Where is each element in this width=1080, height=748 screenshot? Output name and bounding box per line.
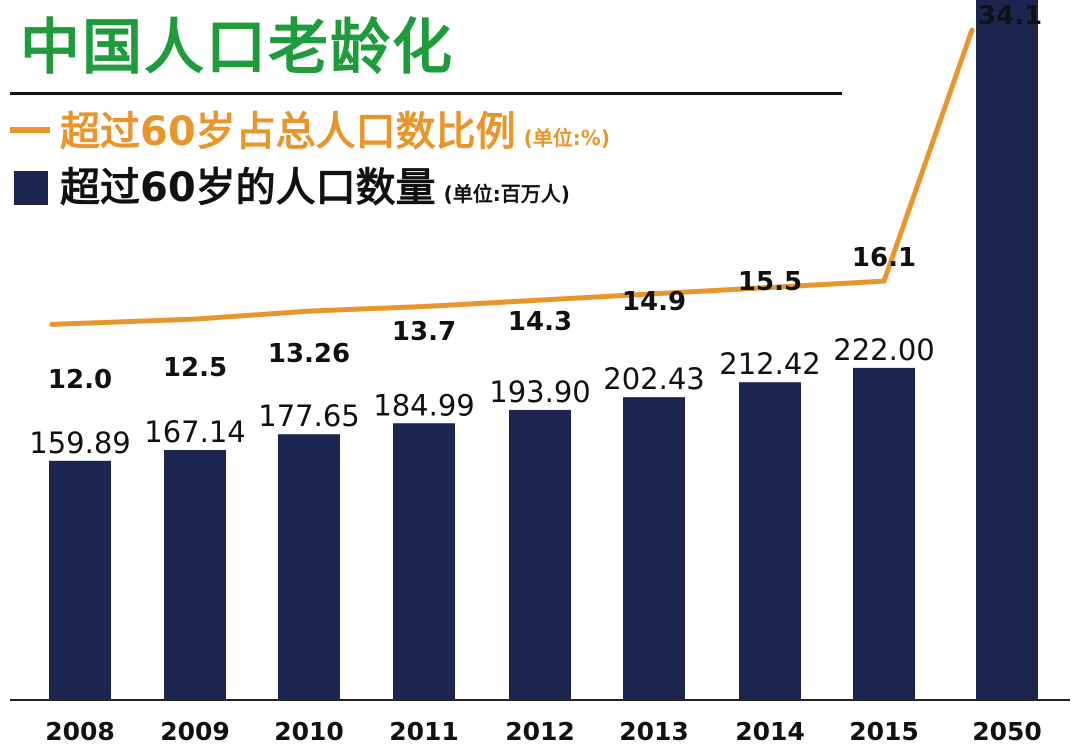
ratio-value-label: 13.7 <box>392 317 456 347</box>
bar-value-label: 193.90 <box>489 375 590 409</box>
x-tick-label: 2009 <box>160 717 230 746</box>
ratio-value-label: 34.1 <box>978 1 1042 31</box>
bar-2010 <box>278 434 340 700</box>
legend-ratio-label: 超过60岁占总人口数比例 <box>60 109 516 155</box>
legend-ratio-unit: (单位:%) <box>523 126 610 150</box>
ratio-value-label: 13.26 <box>268 339 350 369</box>
x-tick-label: 2012 <box>505 717 575 746</box>
ratio-value-label: 14.3 <box>508 307 572 337</box>
bar-value-label: 212.42 <box>719 347 820 381</box>
legend-count-label: 超过60岁的人口数量 <box>60 165 436 211</box>
ratio-value-label: 14.9 <box>622 287 686 317</box>
bar-2013 <box>623 397 685 700</box>
x-tick-label: 2014 <box>735 717 805 746</box>
x-tick-label: 2008 <box>45 717 115 746</box>
ratio-value-label: 16.1 <box>852 243 916 273</box>
bar-2008 <box>49 460 111 700</box>
bar-value-label: 222.00 <box>833 333 934 367</box>
bar-value-label: 159.89 <box>29 426 130 460</box>
bar-2011 <box>393 423 455 700</box>
legend-bar-swatch <box>14 171 48 205</box>
legend-item-count: 超过60岁的人口数量 (单位:百万人) <box>10 160 570 216</box>
x-tick-label: 2011 <box>389 717 459 746</box>
bar-value-label: 177.65 <box>258 399 359 433</box>
x-tick-label: 2013 <box>619 717 689 746</box>
bar-2050 <box>976 0 1038 701</box>
bar-2009 <box>164 449 226 700</box>
ratio-value-label: 12.5 <box>163 353 227 383</box>
bar-2015 <box>853 367 915 700</box>
chart-title: 中国人口老龄化 <box>20 13 454 83</box>
legend-line-swatch <box>10 127 50 133</box>
ratio-value-label: 12.0 <box>48 365 112 395</box>
legend-count-unit: (单位:百万人) <box>443 182 570 206</box>
legend-item-ratio: 超过60岁占总人口数比例 (单位:%) <box>10 104 610 160</box>
x-tick-label: 2015 <box>849 717 919 746</box>
bar-value-label: 167.14 <box>144 415 245 449</box>
x-tick-label: 2010 <box>274 717 344 746</box>
bar-2012 <box>509 409 571 700</box>
ratio-line <box>49 27 975 327</box>
title-divider <box>10 92 842 95</box>
bar-value-label: 202.43 <box>603 362 704 396</box>
x-tick-label: 2050 <box>972 717 1042 746</box>
bar-value-label: 184.99 <box>373 388 474 422</box>
bar-2014 <box>739 382 801 700</box>
ratio-value-label: 15.5 <box>738 267 802 297</box>
